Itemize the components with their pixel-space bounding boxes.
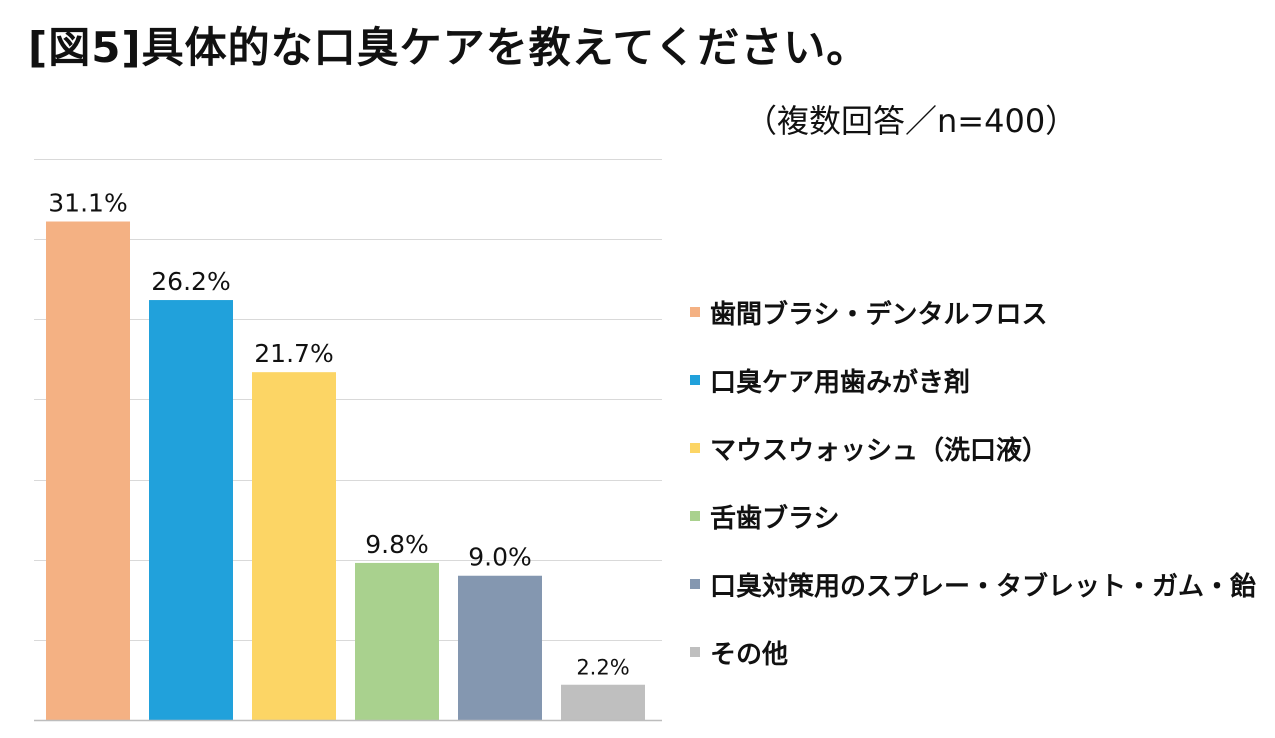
- chart-subtitle: （複数回答／n=400）: [745, 102, 1078, 140]
- legend-swatch: [690, 307, 700, 317]
- legend-item: その他: [690, 618, 1256, 686]
- bar: [252, 372, 336, 720]
- legend-swatch: [690, 647, 700, 657]
- legend-label: マウスウォッシュ（洗口液）: [710, 435, 1049, 466]
- legend-item: 口臭ケア用歯みがき剤: [690, 346, 1256, 414]
- bar: [46, 221, 130, 721]
- legend: 歯間ブラシ・デンタルフロス 口臭ケア用歯みがき剤マウスウォッシュ（洗口液） 舌歯ブラ…: [690, 278, 1256, 686]
- legend-label: その他: [710, 639, 789, 670]
- bar-value-label: 21.7%: [254, 339, 333, 368]
- gridlines: [34, 159, 662, 641]
- legend-item: 舌歯ブラシ: [690, 482, 1256, 550]
- bar-value-label: 9.8%: [365, 530, 429, 559]
- value-labels: 31.1% 26.2% 21.7% 9.8% 9.0% 2.2%: [48, 189, 629, 680]
- legend-item: 口臭対策用のスプレー・タブレット・ガム・飴: [690, 550, 1256, 618]
- legend-label: 口臭ケア用歯みがき剤: [710, 367, 971, 398]
- bar-value-label: 26.2%: [151, 267, 230, 296]
- legend-swatch: [690, 443, 700, 453]
- legend-swatch: [690, 511, 700, 521]
- legend-swatch: [690, 375, 700, 385]
- legend-label: 歯間ブラシ・デンタルフロス: [710, 299, 1048, 330]
- bar: [458, 575, 542, 720]
- legend-label: 口臭対策用のスプレー・タブレット・ガム・飴: [710, 571, 1257, 602]
- bar: [149, 300, 233, 720]
- chart-title: [図5]具体的な口臭ケアを教えてください。: [28, 23, 870, 72]
- bar: [561, 684, 645, 720]
- bars: [46, 221, 645, 721]
- bar-value-label: 9.0%: [468, 543, 532, 572]
- bar-value-label: 2.2%: [576, 656, 629, 680]
- bar: [355, 562, 439, 720]
- legend-item: 歯間ブラシ・デンタルフロス: [690, 278, 1256, 346]
- legend-item: マウスウォッシュ（洗口液）: [690, 414, 1256, 482]
- bar-value-label: 31.1%: [48, 189, 127, 218]
- legend-label: 舌歯ブラシ: [710, 503, 840, 534]
- legend-swatch: [690, 579, 700, 589]
